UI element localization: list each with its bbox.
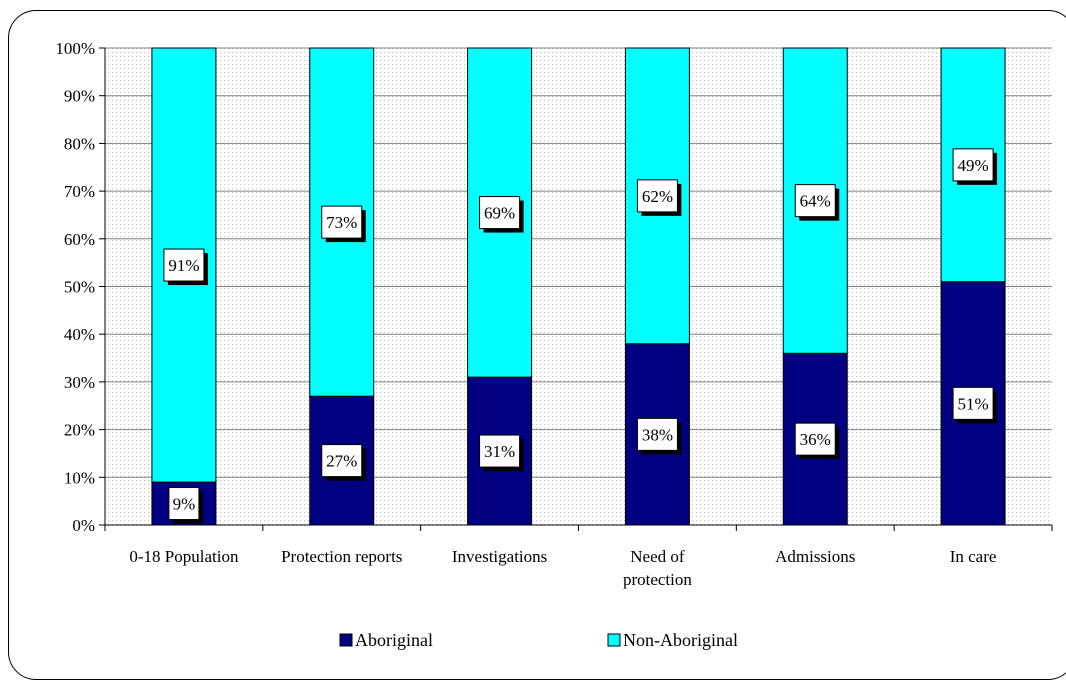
x-tick-label: protection	[623, 570, 692, 589]
legend-swatch-aboriginal	[339, 633, 353, 647]
x-tick-label: Admissions	[775, 547, 855, 566]
data-label-box	[636, 417, 678, 451]
data-label: 62%	[642, 187, 673, 206]
y-tick-labels: 0% 10% 20% 30% 40% 50% 60% 70% 80% 90% 100%	[55, 39, 95, 535]
y-tick-label: 20%	[64, 421, 95, 440]
data-labels: 9% 91% 27% 73% 31% 69% 38% 62% 36% 64% 51% 49%	[163, 148, 998, 524]
x-tick-label: 0-18 Population	[129, 547, 239, 566]
data-label-box	[479, 434, 521, 468]
legend-swatch-non-aboriginal	[607, 633, 621, 647]
y-tick-label: 100%	[55, 39, 95, 58]
data-label: 38%	[642, 425, 673, 444]
data-label-box	[952, 386, 994, 420]
data-label-box	[163, 248, 205, 282]
data-label: 73%	[326, 213, 357, 232]
data-label-box	[168, 487, 200, 521]
data-label: 51%	[957, 394, 988, 413]
data-label: 91%	[168, 256, 199, 275]
axes	[99, 47, 1053, 531]
y-tick-label: 60%	[64, 230, 95, 249]
x-tick-label: Investigations	[452, 547, 547, 566]
data-label: 31%	[484, 442, 515, 461]
y-tick-label: 10%	[64, 468, 95, 487]
x-tick-label: Protection reports	[281, 547, 402, 566]
y-tick-label: 90%	[64, 87, 95, 106]
data-label: 49%	[957, 156, 988, 175]
y-tick-label: 0%	[72, 516, 95, 535]
y-tick-label: 50%	[64, 278, 95, 297]
data-label: 69%	[484, 204, 515, 223]
data-label-box	[794, 422, 836, 456]
x-tick-label: In care	[950, 547, 997, 566]
y-tick-label: 30%	[64, 373, 95, 392]
data-label-box	[321, 205, 363, 239]
data-label-box	[952, 148, 994, 182]
data-label: 64%	[800, 192, 831, 211]
x-tick-labels: 0-18 Population Protection reports Investi…	[129, 547, 996, 589]
data-label-box	[479, 196, 521, 230]
legend-label: Non-Aboriginal	[623, 630, 738, 650]
data-label: 36%	[800, 430, 831, 449]
y-tick-label: 70%	[64, 182, 95, 201]
data-label-box	[636, 179, 678, 213]
legend-label: Aboriginal	[355, 630, 433, 650]
x-tick-label: Need of	[630, 547, 685, 566]
data-label: 27%	[326, 452, 357, 471]
legend: Aboriginal Non-Aboriginal	[339, 630, 738, 650]
data-label: 9%	[173, 495, 196, 514]
y-tick-label: 40%	[64, 325, 95, 344]
stacked-bar-chart: 0% 10% 20% 30% 40% 50% 60% 70% 80% 90% 100% 0-18 P…	[55, 39, 1053, 650]
data-label-box	[794, 184, 836, 218]
data-label-box	[321, 444, 363, 478]
y-tick-label: 80%	[64, 134, 95, 153]
